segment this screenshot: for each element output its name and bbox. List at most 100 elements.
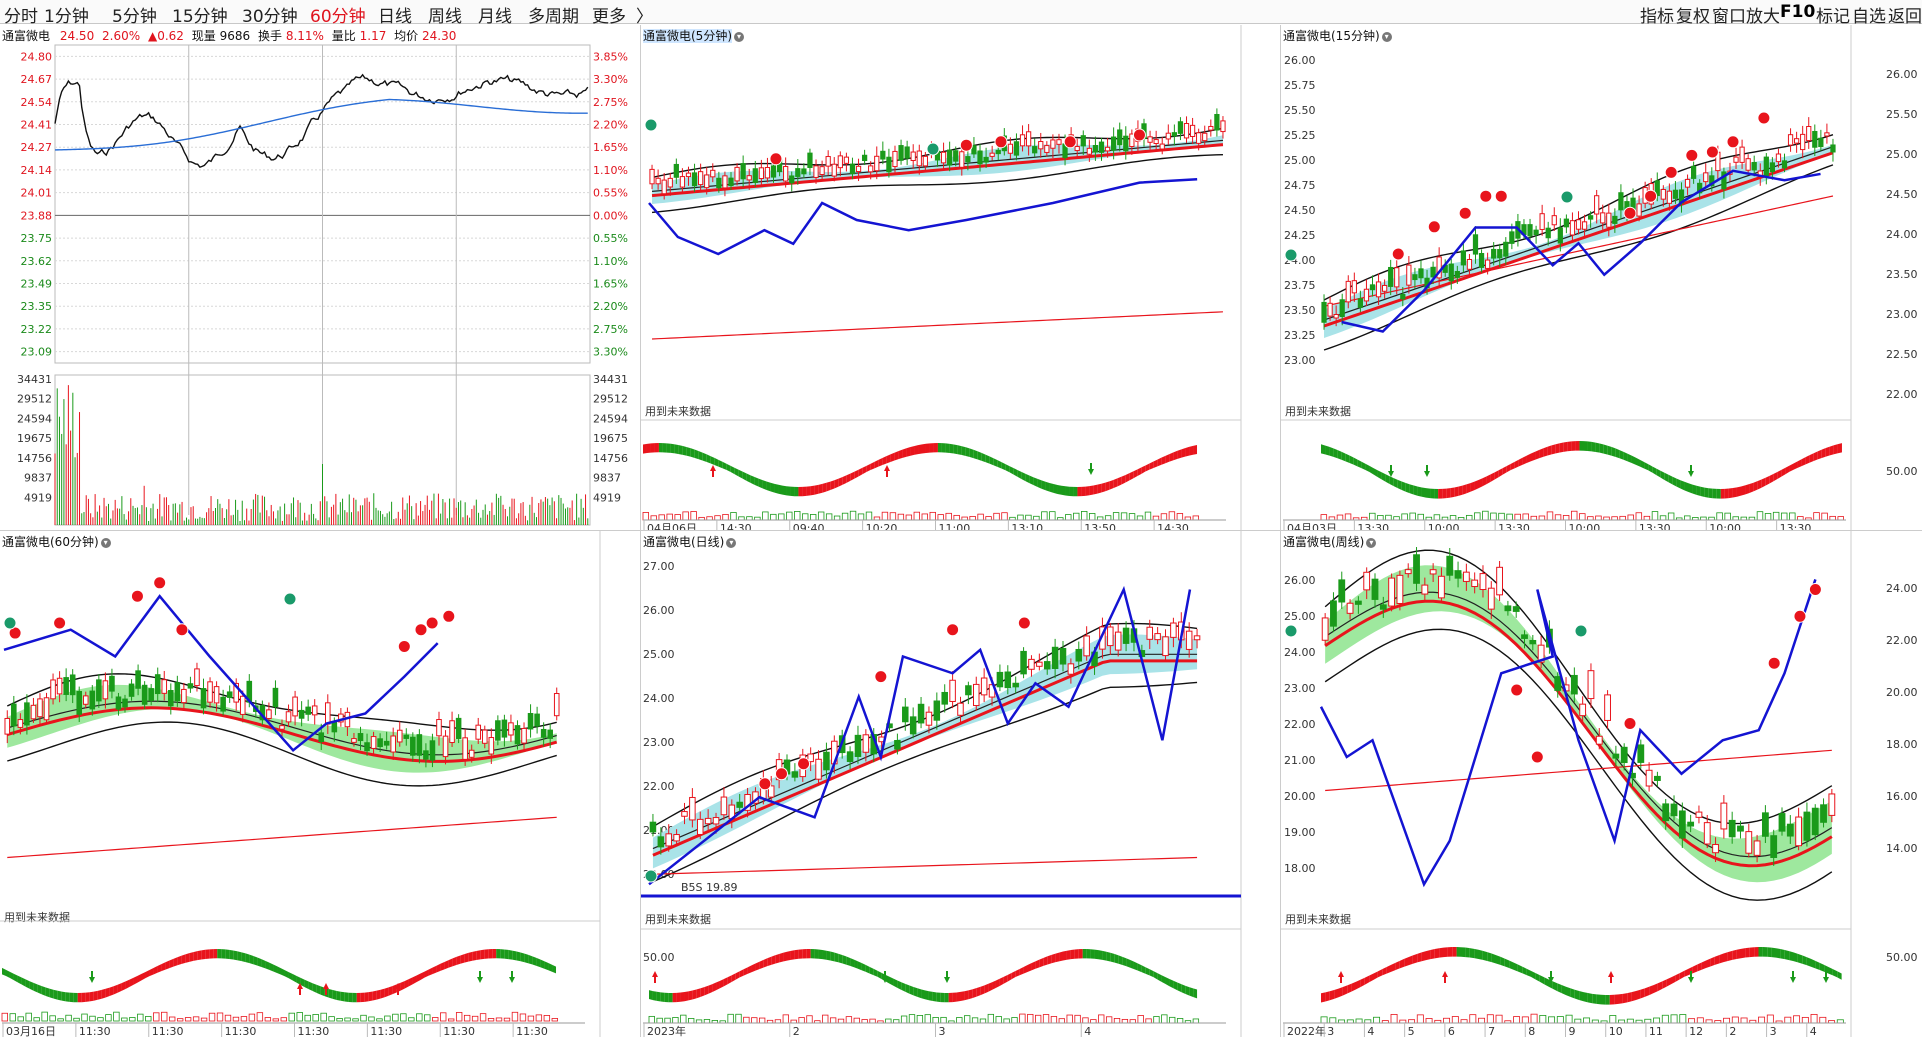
oscillator-segment: [460, 954, 465, 964]
oscillator-segment: [902, 448, 907, 459]
oscillator-segment: [1611, 447, 1616, 458]
tab-timeshare[interactable]: 分时: [4, 7, 38, 27]
candle-body: [831, 163, 837, 177]
oscillator-segment: [1566, 986, 1571, 997]
indicator-bar: [1819, 1016, 1827, 1024]
oscillator-segment: [33, 983, 38, 993]
oscillator-segment: [1749, 482, 1754, 494]
adjust-button[interactable]: 复权: [1676, 7, 1710, 27]
long-ma-line: [1325, 749, 1832, 792]
indicator-bar: [1546, 511, 1554, 521]
tab-more[interactable]: 更多: [592, 7, 626, 27]
oscillator-segment: [1321, 992, 1326, 1003]
tab-30min[interactable]: 30分钟: [242, 7, 298, 27]
price-value: 24.50: [59, 29, 95, 43]
oscillator-segment: [1579, 441, 1584, 451]
oscillator-segment: [73, 992, 78, 1003]
kline-5min-panel[interactable]: 用到未来数据 04月06日 14:30 09:40 10:20 11:00 13:10 13:…: [640, 25, 1280, 530]
teal-badge-icon: [644, 869, 658, 883]
kline-15min-panel[interactable]: 26.00 25.75 25.50 25.25 25.00 24.75 24.50 24.25…: [1280, 25, 1922, 530]
indicator-bar: [89, 1015, 96, 1022]
indicator-button[interactable]: 指标: [1640, 7, 1674, 27]
oscillator-segment: [941, 443, 946, 453]
candle-body: [1454, 270, 1460, 278]
candle-body: [1321, 301, 1327, 323]
indicator-bar: [129, 1017, 136, 1022]
arrow-up-icon: [1442, 971, 1448, 983]
x-axis-label: 7: [1488, 1025, 1495, 1037]
indicator-bar: [1670, 1014, 1678, 1024]
indicator-bar: [471, 1015, 479, 1022]
x-axis-label: 13:30: [1357, 522, 1389, 530]
oscillator-segment: [1828, 966, 1833, 976]
teal-badge-icon: [283, 592, 297, 606]
indicator-bar: [690, 511, 697, 521]
indicator-bar: [953, 514, 960, 521]
candle-body: [1454, 570, 1462, 579]
oscillator-segment: [440, 961, 445, 971]
chevron-down-icon[interactable]: ▾: [1381, 31, 1392, 42]
signal-badge-icon: [959, 138, 973, 152]
chevron-down-icon[interactable]: ▾: [734, 31, 744, 42]
right-tick: 22.50: [1886, 348, 1918, 361]
signal-badge-icon: [442, 609, 456, 623]
tab-1min[interactable]: 1分钟: [44, 7, 89, 27]
candle-body: [1557, 227, 1563, 244]
change-value: ▲0.62: [147, 29, 184, 43]
mark-button[interactable]: 标记: [1816, 7, 1850, 27]
tab-15min[interactable]: 15分钟: [172, 7, 228, 27]
oscillator-segment: [1121, 475, 1126, 485]
f10-button[interactable]: F10: [1780, 2, 1816, 22]
oscillator-segment: [1583, 441, 1588, 451]
price-line: [54, 73, 589, 169]
oscillator-segment: [1110, 952, 1115, 963]
oscillator-segment: [420, 971, 425, 980]
oscillator-segment: [93, 990, 98, 1001]
tab-weekly[interactable]: 周线: [428, 7, 462, 27]
indicator-bar: [33, 1017, 40, 1022]
signal-badge-icon: [1510, 683, 1524, 697]
oscillator-segment: [1442, 488, 1447, 499]
tab-60min[interactable]: 60分钟: [310, 7, 366, 27]
indicator-bar: [1556, 1016, 1564, 1024]
candle-body: [704, 817, 712, 825]
indicator-bar: [1001, 512, 1008, 521]
kline-weekly-panel[interactable]: 26.00 25.00 24.00 23.00 22.00 21.00 20.00 19.00…: [1280, 530, 1922, 1037]
candle-body: [521, 727, 527, 744]
price-tick: 23.09: [21, 346, 53, 359]
oscillator-segment: [1474, 479, 1479, 491]
oscillator-segment: [952, 992, 957, 1003]
tab-5min[interactable]: 5分钟: [112, 7, 157, 27]
window-zoom-button[interactable]: 窗口放大: [1712, 7, 1780, 27]
candle-body: [1346, 602, 1354, 614]
candle-body: [1504, 605, 1512, 612]
timeshare-chart-panel[interactable]: 通富微电 24.50 2.60% ▲0.62 现量 9686 换手 8.11% …: [0, 25, 640, 530]
oscillator-segment: [404, 979, 409, 989]
kline-daily-panel[interactable]: 27.00 26.00 25.00 24.00 23.00 22.00 21.00 20.00…: [640, 530, 1280, 1037]
candle-body: [462, 737, 468, 760]
chevron-down-icon[interactable]: ▾: [1366, 537, 1377, 548]
oscillator-segment: [1757, 479, 1762, 490]
candle-body: [1512, 606, 1520, 612]
candle-body: [989, 152, 995, 157]
oscillator-segment: [1817, 449, 1822, 460]
tab-multi-period[interactable]: 多周期: [528, 7, 579, 27]
oscillator-segment: [1165, 454, 1170, 464]
kline-60min-panel[interactable]: 用到未来数据 03月16日 11:30 11:30 11:30 11:30 11:30 11:…: [0, 530, 640, 1037]
chevron-down-icon[interactable]: ▾: [726, 537, 737, 548]
x-axis-label: 9: [1569, 1025, 1576, 1037]
oscillator-segment: [1776, 948, 1781, 959]
oscillator-segment: [1609, 994, 1615, 1005]
oscillator-segment: [750, 475, 755, 485]
back-button[interactable]: 返回: [1888, 7, 1922, 27]
candle-body: [1600, 212, 1606, 224]
chevron-down-icon[interactable]: ▾: [100, 537, 111, 548]
oscillator-segment: [1490, 472, 1495, 482]
tab-monthly[interactable]: 月线: [478, 7, 512, 27]
tab-daily[interactable]: 日线: [378, 7, 412, 27]
chevron-right-icon[interactable]: 〉: [636, 7, 653, 27]
watchlist-button[interactable]: 自选: [1852, 7, 1886, 27]
oscillator-segment: [65, 992, 70, 1002]
oscillator-segment: [700, 987, 705, 998]
candle-body: [1013, 141, 1020, 156]
